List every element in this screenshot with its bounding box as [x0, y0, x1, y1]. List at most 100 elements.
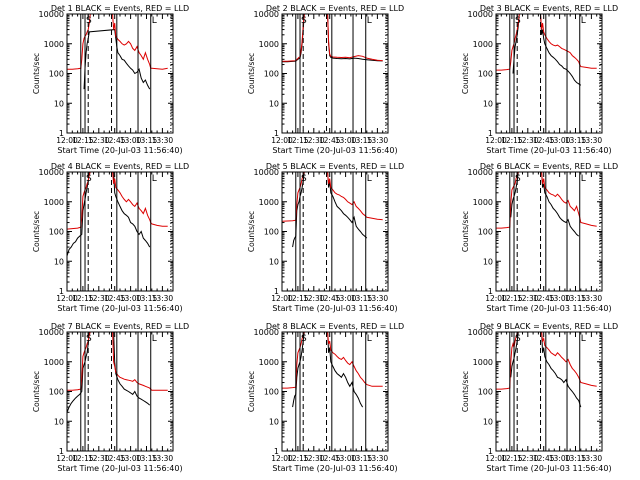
- x-tick-label: 12:15: [501, 294, 523, 303]
- y-tick-label: 10000: [468, 328, 493, 337]
- marker-letter-l: L: [581, 334, 586, 344]
- lld-series-line: [67, 332, 168, 391]
- y-tick-label: 10000: [254, 168, 279, 177]
- x-tick-label: 12:15: [501, 454, 523, 463]
- x-tick-label: 13:15: [565, 294, 587, 303]
- events-series-line: [292, 332, 364, 408]
- lld-series-line: [282, 14, 383, 62]
- axes-frame: [281, 171, 389, 292]
- x-tick-label: 12:30: [88, 294, 110, 303]
- y-tick-label: 10000: [39, 10, 64, 19]
- y-axis-label: Counts/sec: [461, 53, 470, 94]
- x-tick-label: 13:15: [351, 454, 373, 463]
- panel-title: Det 7 BLACK = Events, RED = LLD: [51, 322, 189, 331]
- axes-frame: [66, 331, 174, 452]
- x-axis-label: Start Time (20-Jul-03 11:56:40): [272, 146, 397, 155]
- x-tick-label: 12:30: [517, 136, 539, 145]
- x-tick-label: 12:45: [319, 294, 341, 303]
- detector-panel: S L11010010001000012:0012:1512:3012:4513:…: [32, 4, 189, 155]
- x-tick-label: 13:30: [152, 136, 174, 145]
- y-tick-label: 1000: [259, 358, 279, 367]
- x-axis-label: Start Time (20-Jul-03 11:56:40): [272, 464, 397, 473]
- marker-letter-s: S: [515, 334, 521, 344]
- y-tick-label: 100: [264, 228, 279, 237]
- x-tick-label: 12:15: [72, 454, 94, 463]
- y-tick-label: 100: [49, 228, 64, 237]
- x-tick-label: 12:00: [56, 294, 78, 303]
- x-axis-label: Start Time (20-Jul-03 11:56:40): [57, 304, 182, 313]
- y-tick-label: 100: [49, 388, 64, 397]
- x-tick-label: 12:45: [533, 454, 555, 463]
- x-tick-label: 12:15: [287, 136, 309, 145]
- y-tick-label: 100: [478, 70, 493, 79]
- marker-letter-l: L: [367, 334, 372, 344]
- y-tick-label: 100: [478, 388, 493, 397]
- x-tick-label: 12:45: [104, 294, 126, 303]
- marker-letter-l: L: [367, 174, 372, 184]
- y-tick-label: 10: [54, 257, 64, 266]
- plot-area: [496, 14, 597, 86]
- axes-frame: [281, 13, 389, 134]
- y-axis-label: Counts/sec: [32, 371, 41, 412]
- x-tick-label: 12:30: [88, 136, 110, 145]
- x-tick-label: 12:15: [287, 294, 309, 303]
- x-tick-label: 12:45: [533, 294, 555, 303]
- panel-title: Det 4 BLACK = Events, RED = LLD: [51, 162, 189, 171]
- detector-panel: S L11010010001000012:0012:1512:3012:4513:…: [32, 162, 189, 313]
- x-tick-label: 12:15: [72, 294, 94, 303]
- detector-panel: S L11010010001000012:0012:1512:3012:4513:…: [32, 322, 189, 473]
- y-tick-label: 1000: [44, 40, 64, 49]
- axes-frame: [495, 13, 603, 134]
- x-tick-label: 12:00: [56, 136, 78, 145]
- y-axis-label: Counts/sec: [32, 211, 41, 252]
- y-tick-label: 1: [274, 287, 279, 296]
- x-tick-label: 13:30: [581, 454, 603, 463]
- marker-letter-s: S: [301, 334, 307, 344]
- x-tick-label: 13:00: [120, 454, 142, 463]
- x-tick-label: 13:30: [581, 136, 603, 145]
- axes-frame: [66, 171, 174, 292]
- lld-series-line: [496, 14, 597, 71]
- x-tick-label: 13:15: [565, 136, 587, 145]
- detector-panel: S L11010010001000012:0012:1512:3012:4513:…: [247, 4, 404, 155]
- y-tick-label: 10: [269, 257, 279, 266]
- y-axis-label: Counts/sec: [247, 53, 256, 94]
- x-tick-label: 13:15: [136, 454, 158, 463]
- y-tick-label: 1000: [259, 198, 279, 207]
- plot-area: [282, 14, 383, 63]
- events-series-line: [67, 172, 151, 257]
- x-tick-label: 12:45: [104, 136, 126, 145]
- plot-area: [496, 172, 597, 237]
- lld-series-line: [67, 14, 168, 70]
- y-axis-label: Counts/sec: [461, 371, 470, 412]
- y-tick-label: 1000: [473, 198, 493, 207]
- marker-letter-l: L: [152, 174, 157, 184]
- x-tick-label: 13:00: [120, 294, 142, 303]
- panel-title: Det 6 BLACK = Events, RED = LLD: [480, 162, 618, 171]
- x-tick-label: 13:00: [335, 454, 357, 463]
- x-tick-label: 13:00: [335, 294, 357, 303]
- y-tick-label: 1000: [473, 358, 493, 367]
- x-tick-label: 12:30: [303, 136, 325, 145]
- x-tick-label: 13:00: [549, 454, 571, 463]
- plot-area: [282, 332, 383, 408]
- x-tick-label: 12:45: [319, 454, 341, 463]
- marker-letter-s: S: [86, 174, 92, 184]
- x-tick-label: 13:00: [549, 294, 571, 303]
- plot-area: [496, 332, 597, 408]
- y-tick-label: 1: [488, 129, 493, 138]
- y-tick-label: 10000: [254, 10, 279, 19]
- panel-title: Det 2 BLACK = Events, RED = LLD: [266, 4, 404, 13]
- plot-area: [67, 332, 168, 413]
- x-tick-label: 13:30: [367, 454, 389, 463]
- marker-letter-s: S: [301, 174, 307, 184]
- x-tick-label: 12:15: [72, 136, 94, 145]
- marker-letter-s: S: [515, 16, 521, 26]
- axes-frame: [66, 13, 174, 134]
- y-tick-label: 100: [264, 70, 279, 79]
- y-tick-label: 1: [59, 287, 64, 296]
- x-tick-label: 13:00: [549, 136, 571, 145]
- x-tick-label: 12:00: [56, 454, 78, 463]
- x-tick-label: 12:30: [88, 454, 110, 463]
- x-tick-label: 12:00: [271, 136, 293, 145]
